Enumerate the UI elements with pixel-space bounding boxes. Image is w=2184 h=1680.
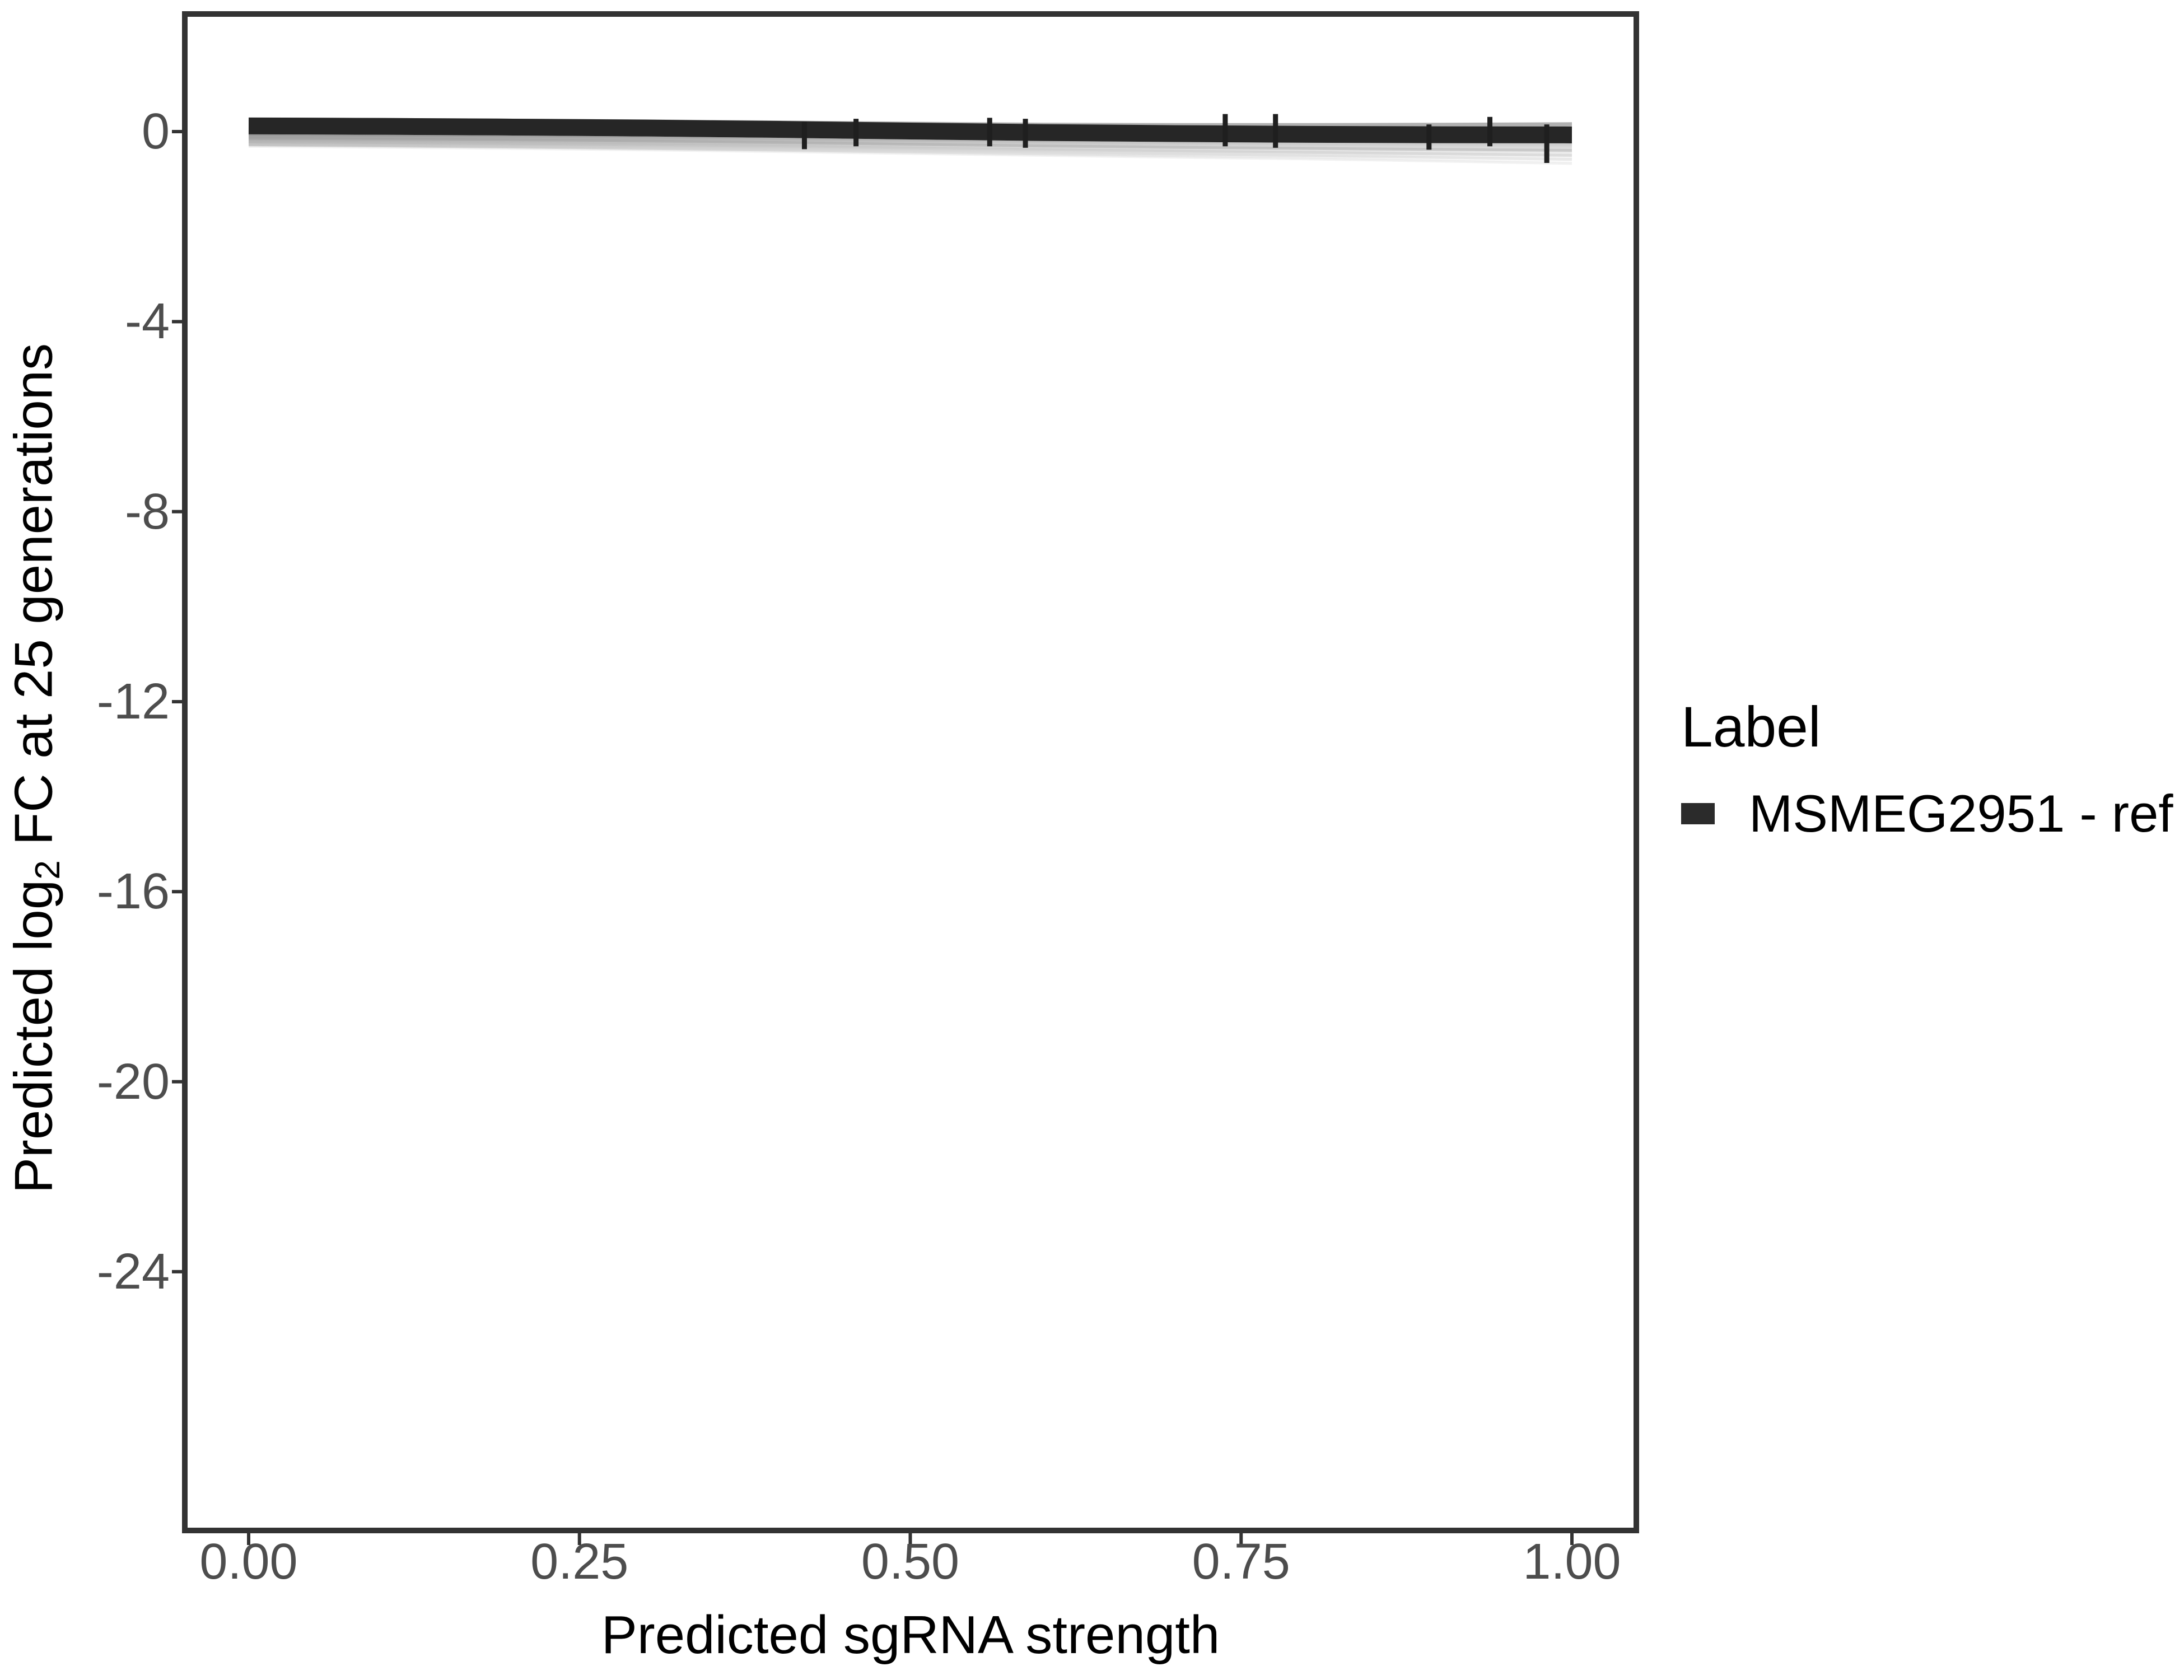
legend: Label MSMEG2951 - ref [1681,696,2173,840]
panel-border [182,11,1639,1533]
y-axis-title-post: FC at 25 generations [3,343,64,861]
confidence-ribbon-below [249,134,1572,164]
fitted-line [248,117,1572,143]
legend-entry-label: MSMEG2951 - ref [1749,784,2173,843]
x-tick-label: 0.25 [530,1534,629,1590]
posterior-draw-line [248,137,1572,152]
legend-entry: MSMEG2951 - ref [1681,787,2173,840]
x-tick-label: 0.50 [861,1534,960,1590]
y-tick-label: -20 [96,1053,170,1110]
y-tick-label: -8 [124,483,170,540]
y-tick-label: -4 [124,293,170,350]
y-tick-label: -12 [96,673,170,730]
y-tick-label: -16 [96,864,170,920]
posterior-draw-line [248,142,1572,161]
posterior-draw-line [248,144,1572,165]
x-axis-title: Predicted sgRNA strength [601,1605,1220,1665]
y-axis-title: Predicted log2 FC at 25 generations [3,343,68,1193]
legend-title: Label [1681,695,1821,759]
x-tick-label: 0.00 [199,1534,298,1590]
y-tick-label: 0 [141,104,170,160]
legend-key-swatch [1681,803,1715,825]
y-tick-label: -24 [96,1243,170,1300]
y-axis-title-subscript: 2 [29,860,68,880]
posterior-draw-line [248,140,1572,157]
y-axis-title-pre: Predicted log [3,879,64,1194]
plot-area [248,114,1572,165]
x-tick-label: 1.00 [1523,1534,1621,1590]
x-tick-label: 0.75 [1192,1534,1290,1590]
